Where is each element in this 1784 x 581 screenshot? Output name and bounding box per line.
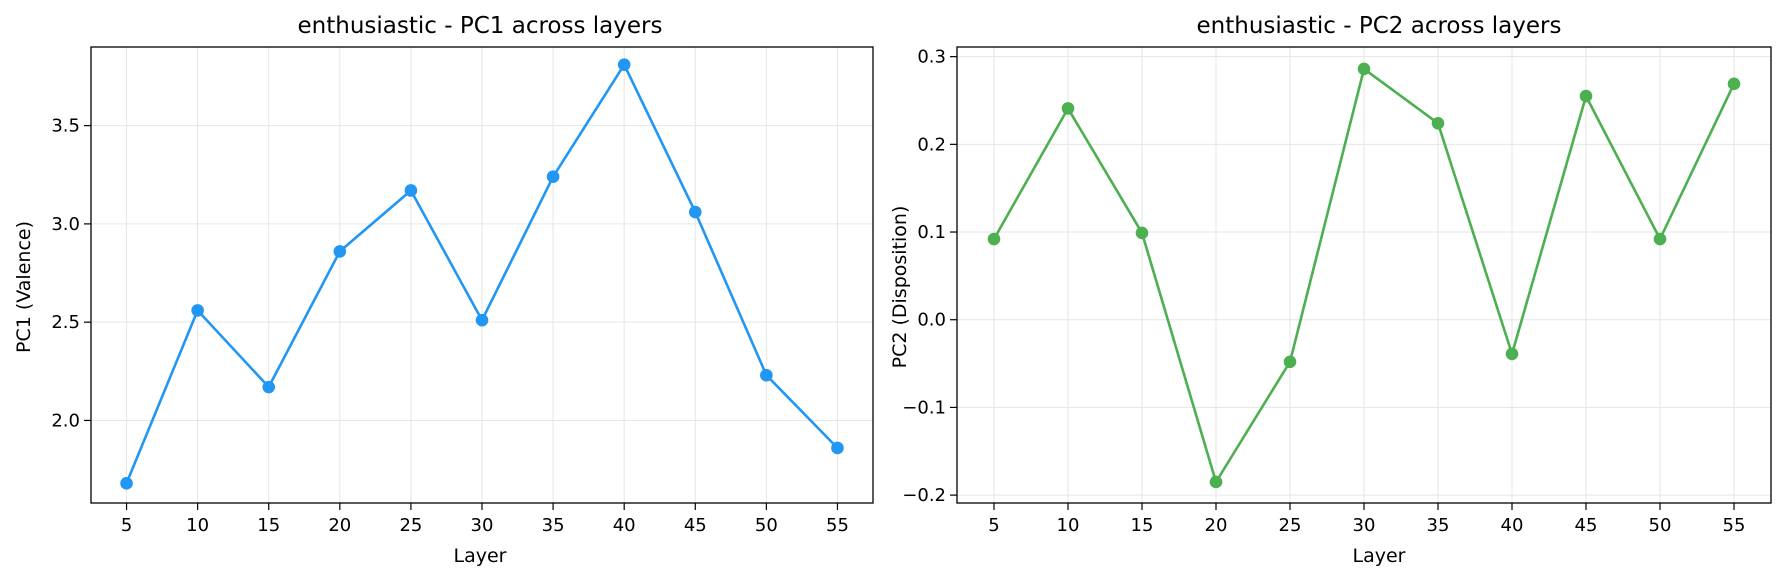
x-tick-label: 5 bbox=[121, 515, 132, 536]
x-tick-label: 30 bbox=[1353, 515, 1376, 536]
x-tick-label: 20 bbox=[328, 515, 351, 536]
plot-frame bbox=[956, 46, 1772, 504]
data-point bbox=[404, 184, 418, 197]
y-tick-label: 2.0 bbox=[51, 410, 80, 431]
x-tick-label: 25 bbox=[399, 515, 422, 536]
x-tick-label: 5 bbox=[988, 515, 999, 536]
chart-pc1: enthusiastic - PC1 across layers Layer P… bbox=[13, 13, 874, 567]
data-point bbox=[262, 380, 276, 394]
data-point bbox=[1209, 475, 1223, 489]
data-point bbox=[1653, 232, 1667, 246]
chart-title: enthusiastic - PC2 across layers bbox=[1197, 13, 1562, 39]
data-point bbox=[987, 232, 1001, 246]
data-point bbox=[831, 441, 844, 455]
data-point bbox=[1135, 226, 1149, 240]
data-point bbox=[1431, 116, 1445, 130]
data-point bbox=[688, 205, 702, 219]
x-tick-label: 40 bbox=[1501, 515, 1524, 536]
x-axis-label: Layer bbox=[454, 545, 507, 567]
chart-pc2: enthusiastic - PC2 across layers Layer P… bbox=[889, 13, 1772, 567]
x-tick-label: 45 bbox=[684, 515, 707, 536]
y-tick-label: 2.5 bbox=[51, 312, 80, 333]
data-point bbox=[120, 477, 133, 490]
y-tick-label: −0.1 bbox=[902, 397, 946, 418]
x-tick-label: 35 bbox=[1427, 515, 1450, 536]
data-point bbox=[333, 245, 347, 258]
y-axis-label: PC2 (Disposition) bbox=[889, 206, 911, 369]
data-point bbox=[1727, 77, 1741, 91]
y-tick-label: 3.0 bbox=[51, 214, 80, 235]
y-tick-label: 0.3 bbox=[917, 47, 946, 68]
data-point bbox=[475, 313, 489, 327]
data-point bbox=[1061, 102, 1075, 115]
data-point bbox=[546, 170, 560, 184]
y-tick-label: 0.1 bbox=[917, 222, 946, 243]
x-tick-label: 20 bbox=[1205, 515, 1228, 536]
data-point bbox=[1357, 62, 1371, 76]
data-point bbox=[1505, 347, 1519, 361]
x-tick-label: 15 bbox=[1131, 515, 1154, 536]
x-tick-label: 40 bbox=[613, 515, 636, 536]
x-tick-label: 10 bbox=[1057, 515, 1080, 536]
x-tick-label: 25 bbox=[1279, 515, 1302, 536]
plot-frame bbox=[90, 46, 874, 504]
x-tick-label: 55 bbox=[1723, 515, 1746, 536]
x-tick-label: 50 bbox=[755, 515, 778, 536]
x-tick-label: 30 bbox=[471, 515, 494, 536]
x-tick-label: 15 bbox=[257, 515, 280, 536]
y-tick-label: 3.5 bbox=[51, 116, 80, 137]
x-tick-label: 10 bbox=[186, 515, 209, 536]
x-tick-label: 50 bbox=[1649, 515, 1672, 536]
data-point bbox=[1283, 355, 1297, 369]
data-point bbox=[1579, 89, 1593, 103]
grid-lines bbox=[957, 47, 1771, 503]
y-tick-label: 0.0 bbox=[917, 310, 946, 331]
y-tick-label: −0.2 bbox=[902, 485, 946, 506]
chart-title: enthusiastic - PC1 across layers bbox=[298, 13, 663, 39]
x-axis-label: Layer bbox=[1353, 545, 1406, 567]
x-tick-label: 45 bbox=[1575, 515, 1598, 536]
grid-lines bbox=[91, 47, 873, 503]
data-point bbox=[191, 304, 204, 317]
y-axis-label: PC1 (Valence) bbox=[13, 221, 35, 353]
data-point bbox=[760, 368, 773, 382]
x-tick-label: 35 bbox=[542, 515, 565, 536]
y-tick-label: 0.2 bbox=[917, 134, 946, 155]
data-point bbox=[617, 58, 631, 71]
x-tick-label: 55 bbox=[826, 515, 849, 536]
